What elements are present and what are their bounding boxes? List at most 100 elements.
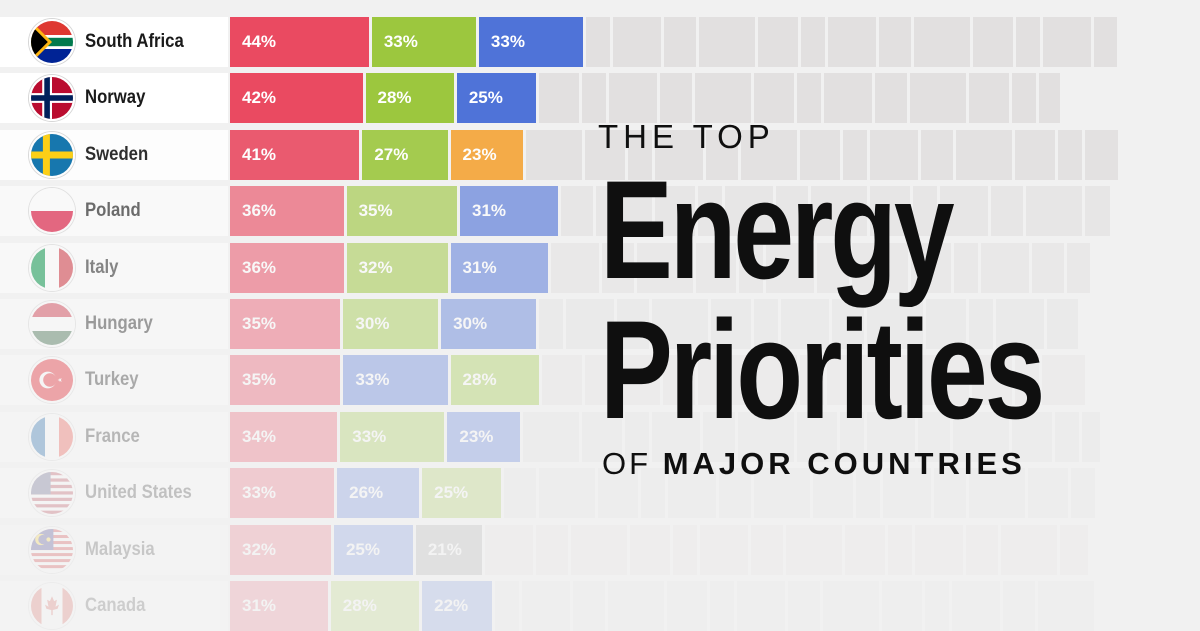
data-label: 31% (242, 596, 277, 615)
background-segment (754, 468, 811, 519)
background-segment (1015, 129, 1056, 180)
background-segment (1046, 299, 1078, 349)
title-line-energy: Energy (600, 151, 955, 308)
data-label: 33% (242, 483, 277, 503)
bar-segment-2: 33% (343, 355, 448, 406)
background-segment (912, 355, 969, 406)
background-segment (1060, 524, 1088, 575)
bar-segment-3: 25% (422, 468, 502, 519)
background-segment (526, 129, 583, 180)
background-segment (924, 581, 949, 631)
data-label: 32% (358, 257, 393, 277)
background-segment (915, 524, 964, 575)
bar-segment-3: 28% (450, 355, 539, 406)
bar-segment-3: 22% (422, 581, 492, 631)
flag-sweden-icon (29, 131, 75, 178)
background-segment (1058, 129, 1083, 180)
background-segment (584, 355, 609, 406)
background-segment (662, 355, 695, 406)
background-segment (874, 73, 907, 124)
background-segment (641, 468, 666, 519)
flag-turkey-icon (29, 357, 75, 404)
background-segment (724, 186, 773, 237)
bar-segment-2: 35% (346, 186, 457, 237)
background-segment (969, 468, 1026, 519)
bar-segment-3: 31% (460, 186, 558, 237)
bar-segment-2: 30% (343, 299, 439, 349)
country-label: France (85, 425, 140, 447)
background-segment (709, 581, 734, 631)
background-segment (956, 129, 1013, 180)
background-segment (536, 524, 569, 575)
bar-segment-2: 25% (333, 524, 413, 575)
bar-segment-2: 28% (330, 581, 420, 631)
country-label: South Africa (85, 31, 184, 52)
bar-segment-1: 33% (230, 468, 335, 519)
background-segment (598, 468, 639, 519)
data-label: 30% (355, 314, 390, 333)
chart-row-united-states: United States 33% 26% 25% (0, 468, 1200, 519)
bar-segment-1: 41% (230, 129, 360, 180)
background-segment (1032, 242, 1065, 293)
background-segment (869, 186, 910, 237)
country-label: Malaysia (85, 538, 155, 560)
background-segment (966, 524, 999, 575)
title-line-bottom: OF MAJOR COUNTRIES (602, 446, 1026, 482)
background-segment (1081, 411, 1100, 462)
country-label: United States (85, 482, 192, 504)
bar-segment-3: 33% (478, 17, 584, 67)
flag-poland-icon (29, 188, 75, 235)
bar-segment-3: 23% (450, 129, 524, 180)
title-line-priorities: Priorities (600, 291, 1045, 448)
background-segment (877, 355, 910, 406)
data-label: 42% (242, 88, 277, 108)
background-segment (952, 411, 1009, 462)
data-label: 35% (242, 370, 277, 390)
background-segment (673, 524, 698, 575)
data-label: 32% (242, 539, 277, 559)
bar-segment-1: 35% (230, 355, 341, 406)
background-segment (800, 129, 841, 180)
background-segment (654, 186, 695, 237)
background-segment (1038, 73, 1060, 124)
background-segment (1041, 355, 1085, 406)
background-segment (866, 411, 915, 462)
data-label: 28% (342, 596, 377, 615)
background-segment (624, 411, 649, 462)
background-segment (611, 355, 660, 406)
background-segment (616, 299, 649, 349)
data-label: 44% (242, 32, 277, 51)
data-label: 36% (242, 201, 277, 221)
background-segment (651, 411, 700, 462)
background-segment (696, 242, 737, 293)
background-segment (751, 524, 784, 575)
background-segment (888, 524, 913, 575)
background-segment (1084, 186, 1110, 237)
background-segment (839, 411, 864, 462)
background-segment (1085, 129, 1118, 180)
background-segment (917, 411, 950, 462)
data-label: 31% (462, 257, 497, 277)
background-segment (981, 242, 1030, 293)
background-segment (990, 186, 1023, 237)
background-segment (801, 17, 826, 67)
background-segment (831, 299, 864, 349)
background-segment (630, 524, 671, 575)
flag-italy-icon (29, 244, 75, 291)
background-segment (921, 129, 954, 180)
background-segment (823, 73, 872, 124)
chart-row-france: France 34% 33% 23% (0, 411, 1200, 462)
bar-segment-1: 42% (230, 73, 363, 124)
background-segment (741, 129, 798, 180)
background-segment (912, 186, 937, 237)
background-segment (602, 242, 635, 293)
background-segment (700, 524, 749, 575)
background-segment (1043, 17, 1092, 67)
flag-south-africa-icon (29, 19, 75, 65)
chart-row-poland: Poland 36% 35% 31% (0, 186, 1200, 237)
background-segment (753, 299, 778, 349)
background-segment (694, 73, 751, 124)
background-segment (1011, 73, 1036, 124)
background-segment (581, 73, 606, 124)
